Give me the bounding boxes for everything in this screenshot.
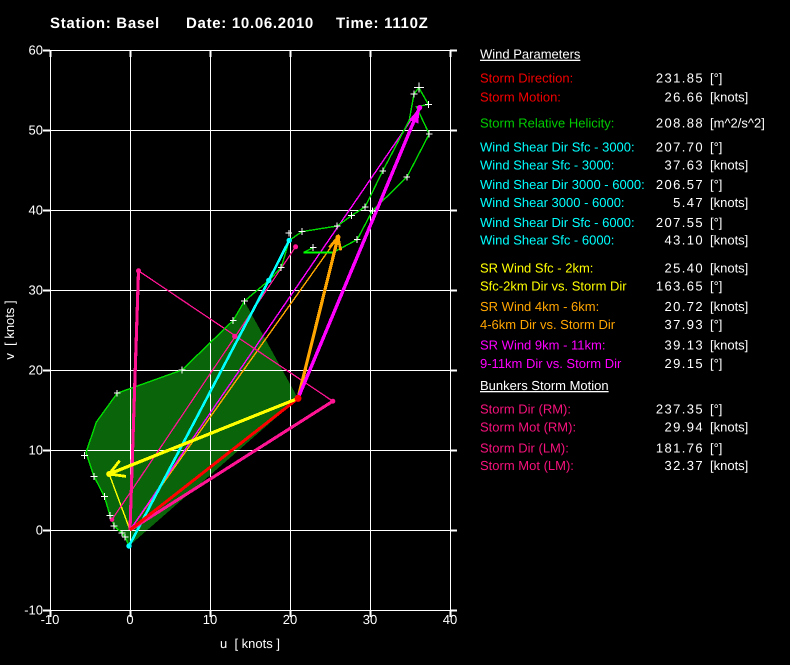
- svg-text:[knots]: [knots]: [710, 157, 748, 172]
- svg-text:v [ knots ]: v [ knots ]: [2, 300, 17, 359]
- svg-text:[knots]: [knots]: [710, 90, 748, 105]
- svg-text:39.13: 39.13: [664, 338, 704, 353]
- svg-text:[°]: [°]: [710, 177, 722, 192]
- svg-text:[°]: [°]: [710, 440, 722, 455]
- svg-text:207.55: 207.55: [656, 215, 704, 230]
- svg-text:Storm Mot (RM):: Storm Mot (RM):: [480, 420, 576, 435]
- svg-text:Wind Shear 3000 - 6000:: Wind Shear 3000 - 6000:: [480, 195, 625, 210]
- svg-text:SR Wind 4km - 6km:: SR Wind 4km - 6km:: [480, 299, 599, 314]
- svg-text:[knots]: [knots]: [710, 420, 748, 435]
- svg-text:[°]: [°]: [710, 140, 722, 155]
- svg-text:4-6km Dir vs. Storm Dir: 4-6km Dir vs. Storm Dir: [480, 317, 616, 332]
- svg-text:[°]: [°]: [710, 279, 722, 294]
- svg-text:32.37: 32.37: [664, 458, 704, 473]
- svg-text:Date: 10.06.2010: Date: 10.06.2010: [186, 15, 314, 32]
- svg-text:29.94: 29.94: [664, 420, 704, 435]
- svg-text:10: 10: [29, 443, 43, 458]
- svg-text:[m^2/s^2]: [m^2/s^2]: [710, 116, 765, 131]
- svg-text:Storm Relative Helicity:: Storm Relative Helicity:: [480, 116, 614, 131]
- svg-text:[knots]: [knots]: [710, 195, 748, 210]
- svg-text:43.10: 43.10: [664, 233, 704, 248]
- svg-text:163.65: 163.65: [656, 279, 704, 294]
- svg-text:10: 10: [203, 612, 217, 627]
- svg-text:-10: -10: [24, 603, 43, 618]
- svg-text:207.70: 207.70: [656, 140, 704, 155]
- svg-text:Storm Mot (LM):: Storm Mot (LM):: [480, 458, 574, 473]
- svg-text:40: 40: [29, 203, 43, 218]
- svg-text:Wind Shear Sfc - 6000:: Wind Shear Sfc - 6000:: [480, 233, 614, 248]
- svg-text:Sfc-2km Dir vs. Storm Dir: Sfc-2km Dir vs. Storm Dir: [480, 279, 627, 294]
- svg-text:231.85: 231.85: [656, 71, 704, 86]
- svg-text:30: 30: [29, 283, 43, 298]
- svg-text:Storm Motion:: Storm Motion:: [480, 90, 561, 105]
- svg-text:20: 20: [29, 363, 43, 378]
- svg-text:206.57: 206.57: [656, 177, 704, 192]
- svg-text:Storm Dir (RM):: Storm Dir (RM):: [480, 402, 571, 417]
- svg-text:Bunkers Storm Motion: Bunkers Storm Motion: [480, 378, 609, 393]
- svg-text:[°]: [°]: [710, 71, 722, 86]
- svg-text:20: 20: [283, 612, 297, 627]
- svg-text:[knots]: [knots]: [710, 299, 748, 314]
- svg-text:26.66: 26.66: [664, 90, 704, 105]
- svg-text:237.35: 237.35: [656, 402, 704, 417]
- svg-text:Wind Shear Dir Sfc - 3000:: Wind Shear Dir Sfc - 3000:: [480, 140, 635, 155]
- svg-text:[knots]: [knots]: [710, 233, 748, 248]
- svg-text:[°]: [°]: [710, 215, 722, 230]
- svg-text:[°]: [°]: [710, 317, 722, 332]
- svg-text:[knots]: [knots]: [710, 261, 748, 276]
- svg-text:[°]: [°]: [710, 356, 722, 371]
- svg-text:25.40: 25.40: [664, 261, 704, 276]
- svg-text:Wind Shear Dir Sfc - 6000:: Wind Shear Dir Sfc - 6000:: [480, 215, 635, 230]
- svg-text:0: 0: [36, 523, 43, 538]
- svg-text:0: 0: [126, 612, 133, 627]
- svg-text:50: 50: [29, 123, 43, 138]
- svg-text:[knots]: [knots]: [710, 458, 748, 473]
- svg-text:-10: -10: [41, 612, 60, 627]
- svg-text:SR Wind Sfc - 2km:: SR Wind Sfc - 2km:: [480, 261, 593, 276]
- svg-text:Time: 1110Z: Time: 1110Z: [336, 15, 428, 32]
- svg-text:Storm Dir (LM):: Storm Dir (LM):: [480, 440, 569, 455]
- svg-text:37.63: 37.63: [664, 157, 704, 172]
- svg-text:29.15: 29.15: [664, 356, 704, 371]
- svg-text:Wind Parameters: Wind Parameters: [480, 47, 581, 62]
- svg-text:37.93: 37.93: [664, 317, 704, 332]
- svg-text:[knots]: [knots]: [710, 338, 748, 353]
- svg-text:[°]: [°]: [710, 402, 722, 417]
- svg-text:30: 30: [363, 612, 377, 627]
- svg-text:40: 40: [443, 612, 457, 627]
- svg-text:9-11km Dir vs. Storm Dir: 9-11km Dir vs. Storm Dir: [480, 356, 622, 371]
- svg-text:5.47: 5.47: [673, 195, 704, 210]
- svg-text:181.76: 181.76: [656, 440, 704, 455]
- svg-text:20.72: 20.72: [664, 299, 704, 314]
- svg-text:Station: Basel: Station: Basel: [50, 15, 160, 32]
- svg-text:SR Wind 9km - 11km:: SR Wind 9km - 11km:: [480, 338, 605, 353]
- svg-text:Wind Shear Sfc - 3000:: Wind Shear Sfc - 3000:: [480, 157, 614, 172]
- svg-text:208.88: 208.88: [656, 116, 704, 131]
- svg-text:60: 60: [29, 43, 43, 58]
- svg-text:Storm Direction:: Storm Direction:: [480, 71, 573, 86]
- svg-text:u [ knots ]: u [ knots ]: [220, 636, 280, 651]
- svg-text:Wind Shear Dir 3000 - 6000:: Wind Shear Dir 3000 - 6000:: [480, 177, 645, 192]
